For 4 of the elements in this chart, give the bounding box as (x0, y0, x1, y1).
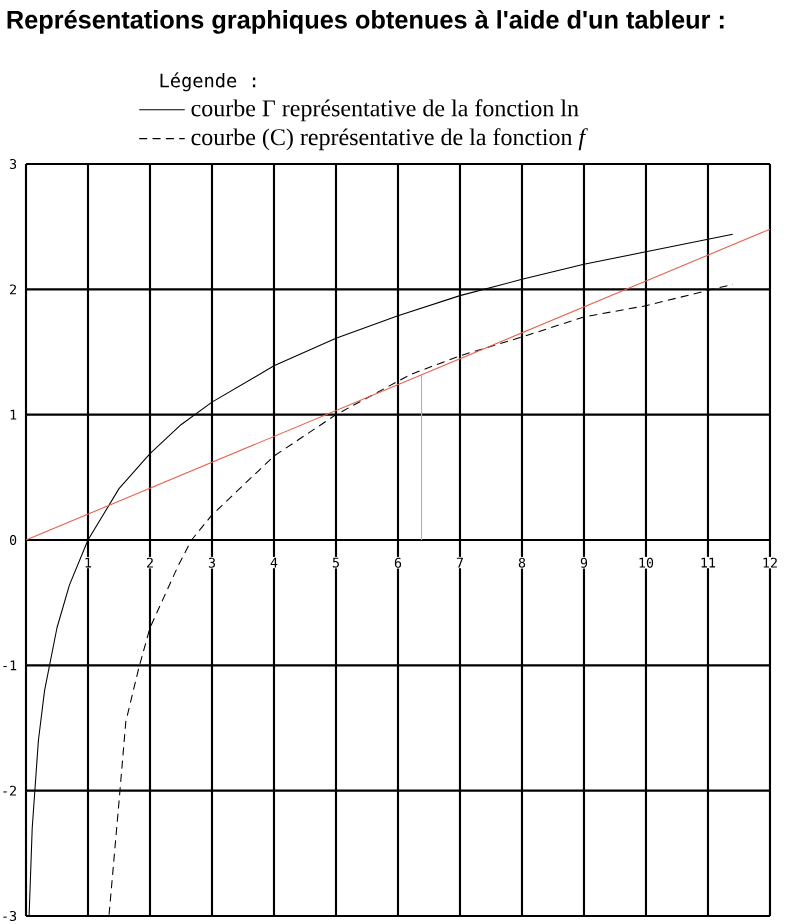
legend-label: courbe (C) représentative de la fonction f (191, 128, 588, 151)
chart-title: Représentations graphiques obtenues à l'aide d'un tableur : (7, 9, 724, 34)
legend-label: courbe Γ représentative de la fonction ln (191, 99, 579, 122)
legend-title: Légende : (160, 72, 256, 92)
